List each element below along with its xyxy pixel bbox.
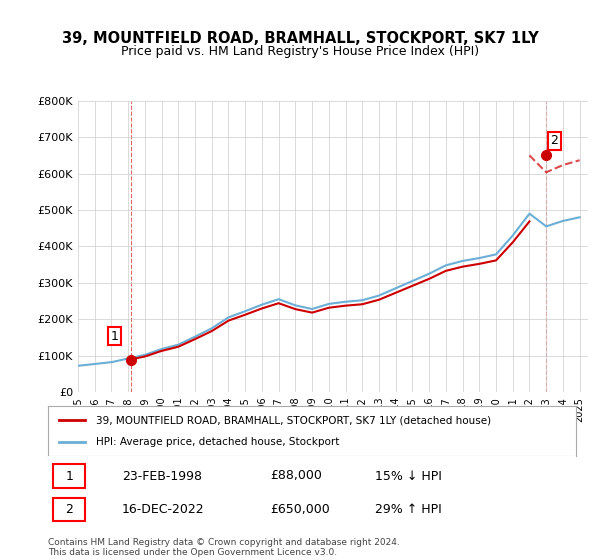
FancyBboxPatch shape [53, 464, 85, 488]
Text: HPI: Average price, detached house, Stockport: HPI: Average price, detached house, Stoc… [95, 437, 339, 447]
Text: £650,000: £650,000 [270, 503, 329, 516]
Text: Price paid vs. HM Land Registry's House Price Index (HPI): Price paid vs. HM Land Registry's House … [121, 45, 479, 58]
FancyBboxPatch shape [53, 498, 85, 521]
Text: 2: 2 [65, 503, 73, 516]
Text: £88,000: £88,000 [270, 469, 322, 483]
Text: 39, MOUNTFIELD ROAD, BRAMHALL, STOCKPORT, SK7 1LY (detached house): 39, MOUNTFIELD ROAD, BRAMHALL, STOCKPORT… [95, 415, 491, 425]
Text: 39, MOUNTFIELD ROAD, BRAMHALL, STOCKPORT, SK7 1LY: 39, MOUNTFIELD ROAD, BRAMHALL, STOCKPORT… [62, 31, 538, 46]
Text: 23-FEB-1998: 23-FEB-1998 [122, 469, 202, 483]
Text: 1: 1 [110, 330, 118, 343]
Text: 15% ↓ HPI: 15% ↓ HPI [376, 469, 442, 483]
Text: 29% ↑ HPI: 29% ↑ HPI [376, 503, 442, 516]
Text: Contains HM Land Registry data © Crown copyright and database right 2024.
This d: Contains HM Land Registry data © Crown c… [48, 538, 400, 557]
Text: 2: 2 [551, 134, 559, 147]
Text: 16-DEC-2022: 16-DEC-2022 [122, 503, 205, 516]
Text: 1: 1 [65, 469, 73, 483]
